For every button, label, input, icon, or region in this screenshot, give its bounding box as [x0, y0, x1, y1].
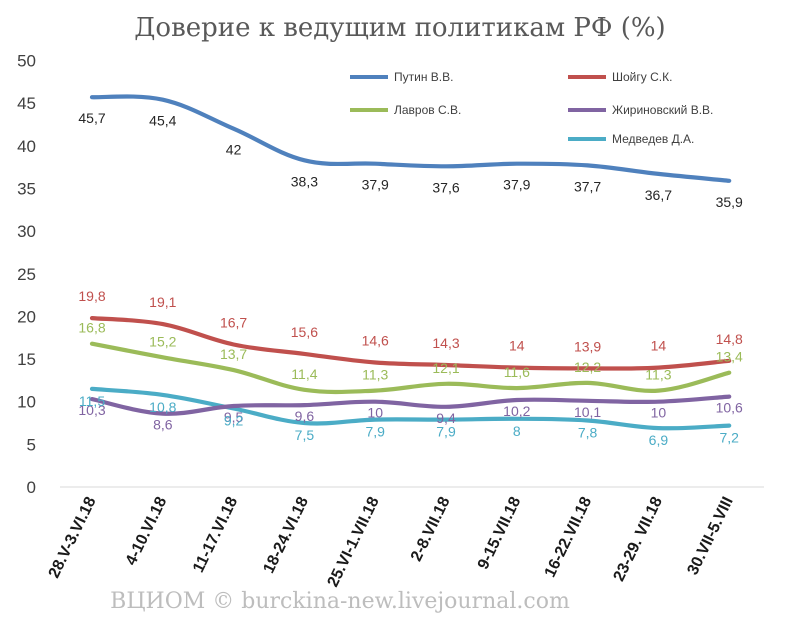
y-tick-label: 10: [17, 393, 36, 412]
data-label: 10,2: [503, 403, 530, 419]
data-label: 16,8: [78, 320, 105, 336]
y-tick-label: 20: [17, 307, 36, 326]
data-label: 45,7: [78, 110, 105, 126]
data-label: 10: [367, 405, 383, 421]
data-label: 13,4: [716, 349, 743, 365]
x-tick-label: 11-17.VI.18: [190, 494, 241, 575]
data-label: 11,5: [79, 393, 105, 409]
series-line-1: [89, 316, 732, 371]
series-line-2: [89, 341, 732, 395]
data-label: 10,8: [149, 399, 176, 415]
data-label: 9,2: [224, 413, 244, 429]
data-label: 11,3: [362, 367, 388, 383]
data-label: 10,1: [574, 404, 601, 420]
data-label: 11,3: [645, 367, 671, 383]
legend-label: Медведев Д.А.: [612, 132, 694, 146]
data-label: 7,9: [365, 424, 385, 440]
data-label: 37,9: [362, 177, 389, 193]
data-label: 10,6: [716, 400, 743, 416]
legend-label: Путин В.В.: [394, 70, 453, 84]
data-label: 37,7: [574, 178, 601, 194]
x-tick-label: 23-29. VII.18: [611, 494, 666, 584]
x-axis: 28.V-3.VI.18 4-10.VI.18 11-17.VI.18 18-24.V…: [46, 486, 764, 590]
x-tick-label: 28.V-3.VI.18: [46, 494, 100, 581]
data-label: 38,3: [291, 173, 318, 189]
y-tick-label: 40: [17, 137, 36, 156]
data-label: 14: [651, 338, 667, 354]
x-tick-label: 25.VI-1.VII.18: [325, 494, 383, 589]
series-lines: [89, 94, 732, 431]
data-label: 13,7: [220, 346, 247, 362]
y-tick-label: 35: [17, 179, 36, 198]
data-label: 7,8: [578, 424, 598, 440]
legend-label: Лавров С.В.: [394, 103, 461, 117]
y-tick-label: 5: [27, 435, 36, 454]
data-label: 37,6: [432, 179, 459, 195]
series-line-4: [89, 386, 732, 431]
x-tick-label: 30.VII-5.VIII: [684, 494, 736, 577]
chart-title: Доверие к ведущим политикам РФ (%): [134, 13, 665, 43]
data-label: 36,7: [645, 187, 672, 203]
y-tick-label: 25: [17, 265, 36, 284]
x-tick-label: 4-10.VI.18: [123, 494, 171, 568]
legend-label: Шойгу С.К.: [612, 70, 672, 84]
legend: Путин В.В. Шойгу С.К. Лавров С.В. Жириновск…: [350, 70, 713, 146]
data-label: 45,4: [149, 113, 176, 129]
data-label: 19,1: [149, 294, 176, 310]
data-label: 14: [509, 338, 525, 354]
y-tick-label: 0: [27, 478, 36, 497]
data-label: 14,8: [716, 331, 743, 347]
data-label: 19,8: [78, 288, 105, 304]
data-label: 9,4: [436, 410, 456, 426]
data-label: 42: [226, 142, 242, 158]
data-label: 12,2: [574, 359, 601, 375]
series-line-0: [89, 94, 732, 183]
data-label: 11,6: [504, 364, 530, 380]
data-label: 10,3: [78, 402, 105, 418]
data-label: 7,5: [295, 427, 315, 443]
y-tick-label: 45: [17, 94, 36, 113]
x-tick-label: 16-22.VII.18: [542, 494, 596, 580]
series-line-3: [89, 394, 732, 416]
data-label: 35,9: [716, 194, 743, 210]
watermark-text: ВЦИОМ © burckina-new.livejournal.com: [110, 589, 570, 614]
legend-label: Жириновский В.В.: [612, 103, 713, 117]
x-tick-label: 18-24.VI.18: [260, 494, 312, 576]
data-label: 6,9: [649, 432, 669, 448]
x-tick-label: 2-8.VII.18: [408, 494, 454, 564]
data-label: 9,5: [224, 409, 244, 425]
data-label: 13,9: [574, 338, 601, 354]
y-tick-label: 15: [17, 350, 36, 369]
data-label: 8: [513, 423, 521, 439]
data-label: 14,6: [362, 332, 389, 348]
data-label: 10: [651, 405, 667, 421]
data-label: 16,7: [220, 315, 247, 331]
data-label: 15,2: [149, 333, 176, 349]
data-label: 14,3: [432, 335, 459, 351]
y-tick-label: 50: [17, 52, 36, 71]
data-label: 7,2: [719, 430, 739, 446]
data-labels: 45,7 45,4 42 38,3 37,9 37,6 37,9 37,7 36,7 35,9 19…: [78, 110, 743, 448]
data-label: 37,9: [503, 177, 530, 193]
data-label: 12,1: [432, 360, 459, 376]
data-label: 11,4: [291, 366, 317, 382]
data-label: 8,6: [153, 417, 173, 433]
data-label: 7,9: [436, 424, 456, 440]
y-tick-label: 30: [17, 222, 36, 241]
data-label: 9,6: [295, 408, 315, 424]
data-label: 15,6: [291, 324, 318, 340]
y-axis: 0 5 10 15 20 25 30 35 40 45 50: [17, 52, 36, 498]
x-tick-label: 9-15.VII.18: [475, 494, 525, 572]
